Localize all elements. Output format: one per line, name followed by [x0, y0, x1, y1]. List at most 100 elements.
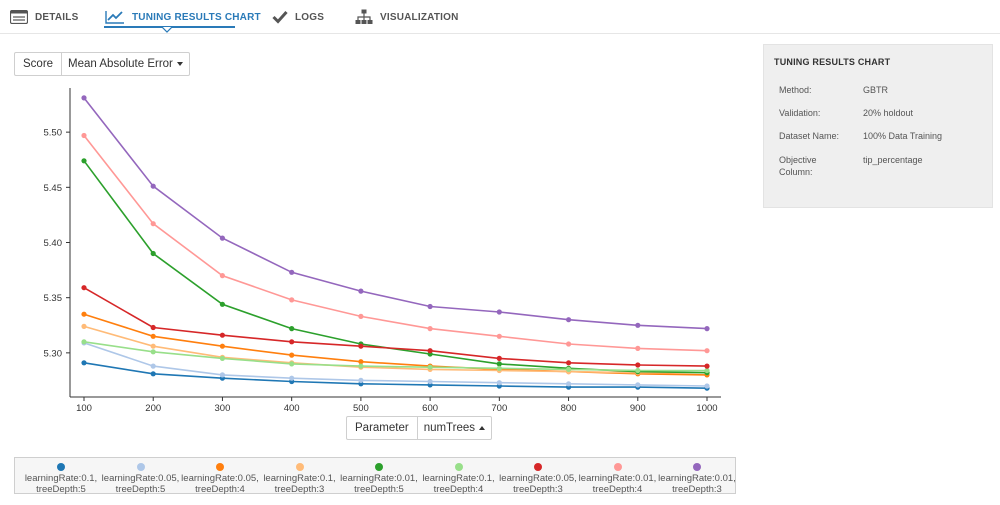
x-tick-label: 800	[561, 403, 577, 414]
legend-swatch	[693, 463, 701, 471]
tab-bar: DETAILS TUNING RESULTS CHART LOGS VISUAL…	[0, 0, 1000, 34]
tab-tuning-results-chart[interactable]: TUNING RESULTS CHART	[105, 0, 261, 34]
data-point[interactable]	[358, 377, 364, 383]
data-point[interactable]	[566, 360, 572, 366]
data-point[interactable]	[219, 332, 225, 338]
legend-item[interactable]: learningRate:0.1, treeDepth:5	[21, 461, 101, 495]
data-point[interactable]	[219, 372, 225, 378]
data-point[interactable]	[81, 95, 87, 101]
y-tick-label: 5.45	[44, 183, 63, 194]
data-point[interactable]	[150, 250, 156, 257]
data-point[interactable]	[150, 363, 156, 369]
data-point[interactable]	[635, 345, 641, 351]
legend-item[interactable]: learningRate:0.1, treeDepth:4	[419, 461, 499, 495]
score-metric-value: Mean Absolute Error	[68, 58, 173, 70]
score-selector: Score Mean Absolute Error	[14, 52, 190, 76]
data-point[interactable]	[150, 343, 156, 349]
data-point[interactable]	[496, 333, 502, 339]
data-point[interactable]	[566, 381, 572, 387]
legend-item[interactable]: learningRate:0.1, treeDepth:3	[260, 461, 340, 495]
legend-swatch	[613, 463, 622, 471]
data-point[interactable]	[566, 366, 572, 372]
data-point[interactable]	[358, 343, 364, 349]
data-point[interactable]	[289, 326, 295, 332]
tab-visualization-label: VISUALIZATION	[380, 11, 459, 23]
parameter-dropdown[interactable]: numTrees	[418, 417, 491, 439]
data-point[interactable]	[635, 382, 641, 388]
data-point[interactable]	[496, 380, 502, 386]
series-line-6	[83, 341, 707, 372]
data-point[interactable]	[496, 355, 502, 361]
data-point[interactable]	[704, 383, 710, 389]
data-point[interactable]	[81, 158, 87, 164]
data-point[interactable]	[704, 348, 710, 354]
tab-visualization[interactable]: VISUALIZATION	[355, 0, 459, 34]
data-point[interactable]	[150, 221, 156, 227]
info-value-dataset: 100% Data Training	[863, 131, 943, 141]
legend-item[interactable]: learningRate:0.05, treeDepth:3	[498, 461, 578, 495]
data-point[interactable]	[289, 269, 295, 275]
data-point[interactable]	[496, 365, 502, 371]
legend-label: treeDepth:4	[592, 484, 643, 495]
legend-item[interactable]: learningRate:0.01, treeDepth:3	[657, 461, 737, 495]
data-point[interactable]	[289, 352, 295, 358]
data-point[interactable]	[289, 375, 295, 381]
data-point[interactable]	[289, 339, 295, 345]
details-icon	[10, 10, 28, 24]
legend-swatch	[57, 463, 65, 471]
data-point[interactable]	[358, 288, 364, 294]
data-point[interactable]	[81, 132, 87, 139]
legend-swatch	[136, 463, 145, 471]
score-metric-dropdown[interactable]: Mean Absolute Error	[62, 53, 189, 75]
data-point[interactable]	[289, 297, 295, 303]
legend-item[interactable]: learningRate:0.05, treeDepth:4	[180, 461, 260, 495]
info-label-objective-column: Column:	[779, 167, 813, 177]
data-point[interactable]	[81, 311, 87, 317]
chart-legend: learningRate:0.1, treeDepth:5 learningRate…	[14, 457, 737, 495]
data-point[interactable]	[635, 322, 641, 328]
data-point[interactable]	[150, 324, 156, 331]
data-point[interactable]	[635, 367, 641, 374]
data-point[interactable]	[150, 371, 156, 377]
data-point[interactable]	[219, 301, 225, 307]
data-point[interactable]	[150, 333, 156, 339]
data-point[interactable]	[219, 273, 225, 279]
data-point[interactable]	[427, 326, 433, 332]
data-point[interactable]	[427, 348, 433, 354]
data-point[interactable]	[635, 362, 641, 368]
data-point[interactable]	[81, 323, 87, 329]
tab-logs[interactable]: LOGS	[272, 0, 324, 34]
info-value-objective: tip_percentage	[863, 155, 923, 165]
data-point[interactable]	[358, 363, 364, 369]
data-point[interactable]	[219, 343, 225, 349]
data-point[interactable]	[289, 361, 295, 367]
data-point[interactable]	[219, 235, 225, 241]
legend-label: learningRate:0.05,	[499, 473, 577, 484]
tab-details[interactable]: DETAILS	[10, 0, 78, 34]
checkmark-icon	[272, 10, 288, 24]
x-tick-label: 700	[491, 403, 507, 414]
data-point[interactable]	[358, 313, 364, 319]
data-point[interactable]	[81, 360, 87, 366]
data-point[interactable]	[496, 361, 502, 367]
data-point[interactable]	[81, 285, 87, 291]
data-point[interactable]	[427, 364, 433, 370]
data-point[interactable]	[704, 367, 710, 374]
data-point[interactable]	[219, 355, 225, 361]
data-point[interactable]	[358, 359, 364, 365]
data-point[interactable]	[427, 303, 433, 310]
data-point[interactable]	[704, 363, 710, 369]
data-point[interactable]	[150, 349, 156, 355]
data-point[interactable]	[496, 309, 502, 315]
data-point[interactable]	[150, 183, 156, 189]
legend-item[interactable]: learningRate:0.05, treeDepth:5	[101, 461, 181, 495]
legend-label: treeDepth:4	[195, 484, 245, 495]
data-point[interactable]	[81, 339, 87, 345]
series-line-7	[83, 287, 708, 367]
data-point[interactable]	[566, 341, 572, 347]
legend-item[interactable]: learningRate:0.01, treeDepth:4	[578, 461, 658, 495]
data-point[interactable]	[427, 378, 433, 385]
legend-item[interactable]: learningRate:0.01, treeDepth:5	[339, 461, 419, 495]
data-point[interactable]	[704, 326, 710, 332]
data-point[interactable]	[566, 317, 572, 323]
